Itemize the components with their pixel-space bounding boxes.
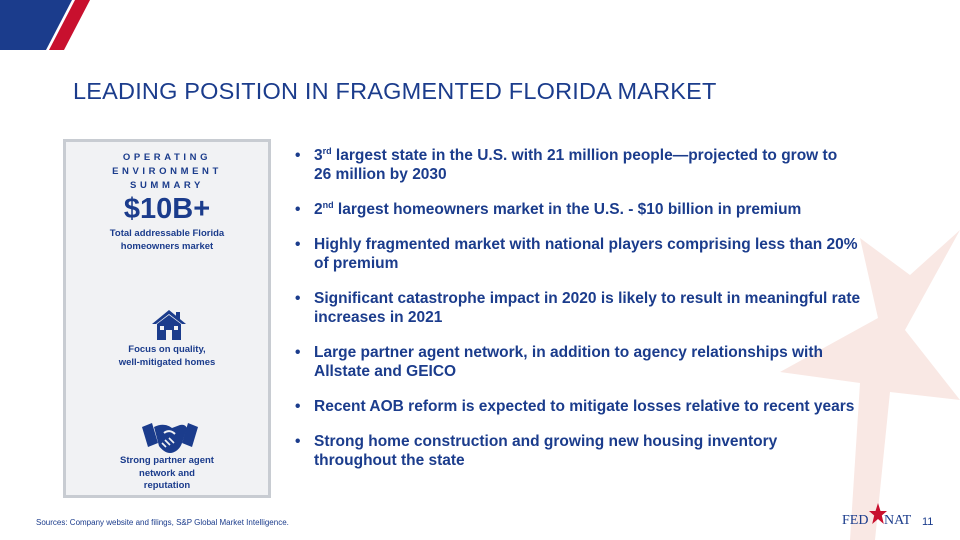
bullet-item: • Recent AOB reform is expected to mitiga… — [295, 398, 855, 415]
bullet-item: • 2nd largest homeowners market in the U.… — [295, 199, 802, 218]
bullet-item: • Large partner agent network, in additio… — [295, 344, 823, 380]
focus-caption: Focus on quality, well-mitigated homes — [66, 344, 268, 369]
partner-line2: network and — [139, 467, 195, 479]
panel-heading-line1: OPERATING ENVIRONMENT — [112, 152, 222, 177]
bullet-item: • Strong home construction and growing ne… — [295, 433, 778, 469]
logo-text-nat: NAT — [884, 513, 912, 528]
corner-stripe-decoration — [0, 0, 90, 50]
sources-footnote: Sources: Company website and filings, S&… — [36, 518, 289, 527]
bullet-list: • 3rd largest state in the U.S. with 21 m… — [295, 146, 875, 486]
bullet-item: • Significant catastrophe impact in 2020 … — [295, 290, 861, 326]
caption-line1: Total addressable Florida — [109, 228, 225, 239]
bullet-item: • Highly fragmented market with national … — [295, 236, 858, 272]
caption-line2: homeowners market — [120, 240, 214, 252]
partner-line1: Strong partner agent — [120, 455, 214, 466]
logo-text-fed: FED — [842, 513, 869, 528]
panel-heading: OPERATING ENVIRONMENT SUMMARY — [66, 151, 268, 193]
operating-environment-panel: OPERATING ENVIRONMENT SUMMARY $10B+ Tota… — [63, 139, 271, 498]
market-size-caption: Total addressable Florida homeowners mar… — [66, 228, 268, 253]
focus-line2: well-mitigated homes — [118, 356, 216, 368]
fednat-logo: FED NAT — [842, 503, 914, 531]
bullet-item: • 3rd largest state in the U.S. with 21 m… — [295, 145, 838, 183]
page-number: 11 — [922, 516, 934, 528]
market-size-figure: $10B+ — [123, 193, 211, 225]
partner-line3: reputation — [143, 480, 191, 491]
panel-heading-line2: SUMMARY — [130, 180, 204, 191]
page-title: LEADING POSITION IN FRAGMENTED FLORIDA M… — [73, 78, 717, 104]
house-icon — [152, 310, 186, 340]
handshake-icon — [142, 423, 198, 453]
partner-caption: Strong partner agent network and reputat… — [66, 455, 268, 493]
focus-line1: Focus on quality, — [128, 344, 206, 355]
logo-star-icon — [869, 503, 887, 524]
